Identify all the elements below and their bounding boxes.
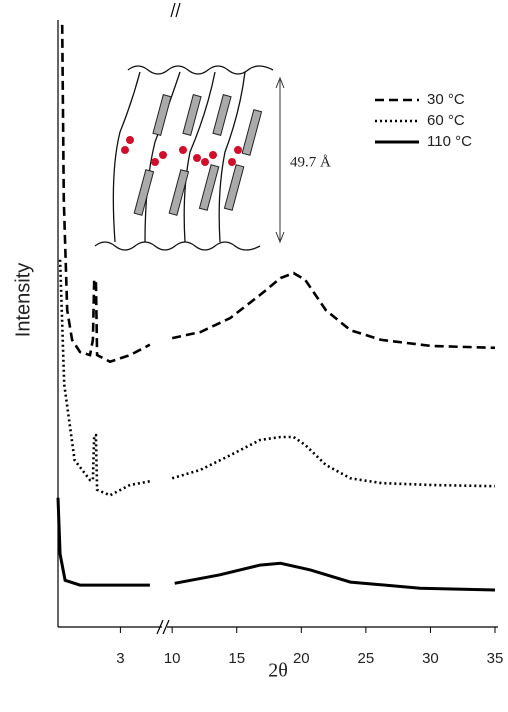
x-tick-label: 20 — [293, 650, 310, 667]
y-axis-label: Intensity — [12, 263, 34, 337]
legend-label: 30 °C — [427, 91, 465, 108]
x-tick-label: 25 — [358, 650, 375, 667]
inset-molecules — [133, 94, 263, 216]
legend-label: 60 °C — [427, 112, 465, 129]
series-line — [60, 24, 496, 364]
x-axis-label: 2θ — [268, 660, 288, 682]
inset-atoms — [121, 136, 242, 166]
series-line — [56, 497, 496, 592]
annotation: 49.7 Å — [290, 154, 331, 170]
x-tick-label: 3 — [116, 650, 124, 667]
x-tick-label: 15 — [228, 650, 245, 667]
x-tick-label: 35 — [487, 650, 504, 667]
inset-schematic — [94, 65, 274, 251]
axis-break — [156, 2, 181, 635]
legend-label: 110 °C — [427, 133, 472, 150]
inset-arrow — [275, 76, 285, 244]
x-tick-label: 30 — [422, 650, 439, 667]
series-line — [58, 259, 496, 497]
x-tick-label: 10 — [164, 650, 181, 667]
